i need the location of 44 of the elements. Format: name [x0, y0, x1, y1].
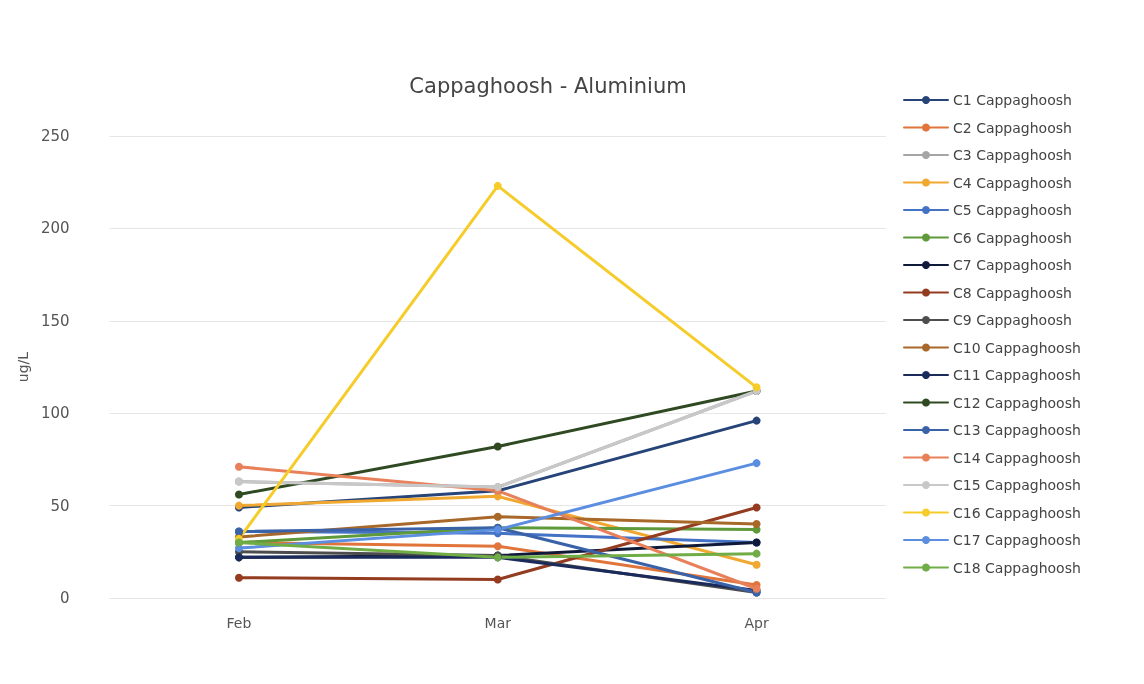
legend-label: C3 Cappaghoosh [953, 147, 1072, 163]
legend-label: C8 Cappaghoosh [953, 284, 1072, 301]
y-tick-label: 250 [40, 127, 70, 145]
point [234, 573, 243, 582]
legend-label: C2 Cappaghoosh [953, 119, 1072, 136]
point [752, 459, 761, 468]
legend-label: C16 Cappaghoosh [953, 504, 1081, 521]
point [752, 560, 761, 569]
y-tick-label: 200 [40, 219, 70, 238]
y-tick-label: 150 [40, 311, 70, 330]
legend-label: C1 Cappaghoosh [953, 92, 1072, 108]
point [493, 542, 502, 551]
legend-label: C18 Cappaghoosh [953, 559, 1081, 576]
y-tick-label: 0 [59, 589, 70, 607]
legend-label: C17 Cappaghoosh [953, 532, 1081, 548]
legend-label: C4 Cappaghoosh [953, 174, 1072, 191]
y-tick-label: 50 [50, 496, 70, 515]
point [752, 503, 761, 512]
legend-label: C10 Cappaghoosh [953, 339, 1081, 356]
point [752, 520, 761, 529]
legend-label: C12 Cappaghoosh [953, 394, 1081, 411]
y-axis-title: ug/L [15, 351, 31, 383]
point [234, 462, 243, 471]
point [493, 512, 502, 521]
point [752, 383, 761, 392]
x-tick-label: Feb [226, 615, 252, 631]
x-tick-label: Mar [484, 615, 512, 631]
legend-label: C15 Cappaghoosh [953, 477, 1081, 493]
point [493, 442, 502, 451]
legend-label: C11 Cappaghoosh [953, 367, 1081, 383]
legend-label: C9 Cappaghoosh [953, 312, 1072, 328]
legend-label: C13 Cappaghoosh [953, 422, 1081, 438]
chart-title: Cappaghoosh - Aluminium [409, 73, 687, 98]
legend-label: C5 Cappaghoosh [953, 202, 1072, 218]
point [234, 490, 243, 499]
legend-label: C7 Cappaghoosh [953, 257, 1072, 273]
legend-label: C14 Cappaghoosh [953, 449, 1081, 466]
point [752, 549, 761, 558]
legend-label: C6 Cappaghoosh [953, 229, 1072, 246]
point [752, 416, 761, 425]
point [493, 181, 502, 190]
x-tick-label: Apr [744, 615, 769, 631]
y-tick-label: 100 [40, 404, 70, 423]
point [493, 575, 502, 584]
